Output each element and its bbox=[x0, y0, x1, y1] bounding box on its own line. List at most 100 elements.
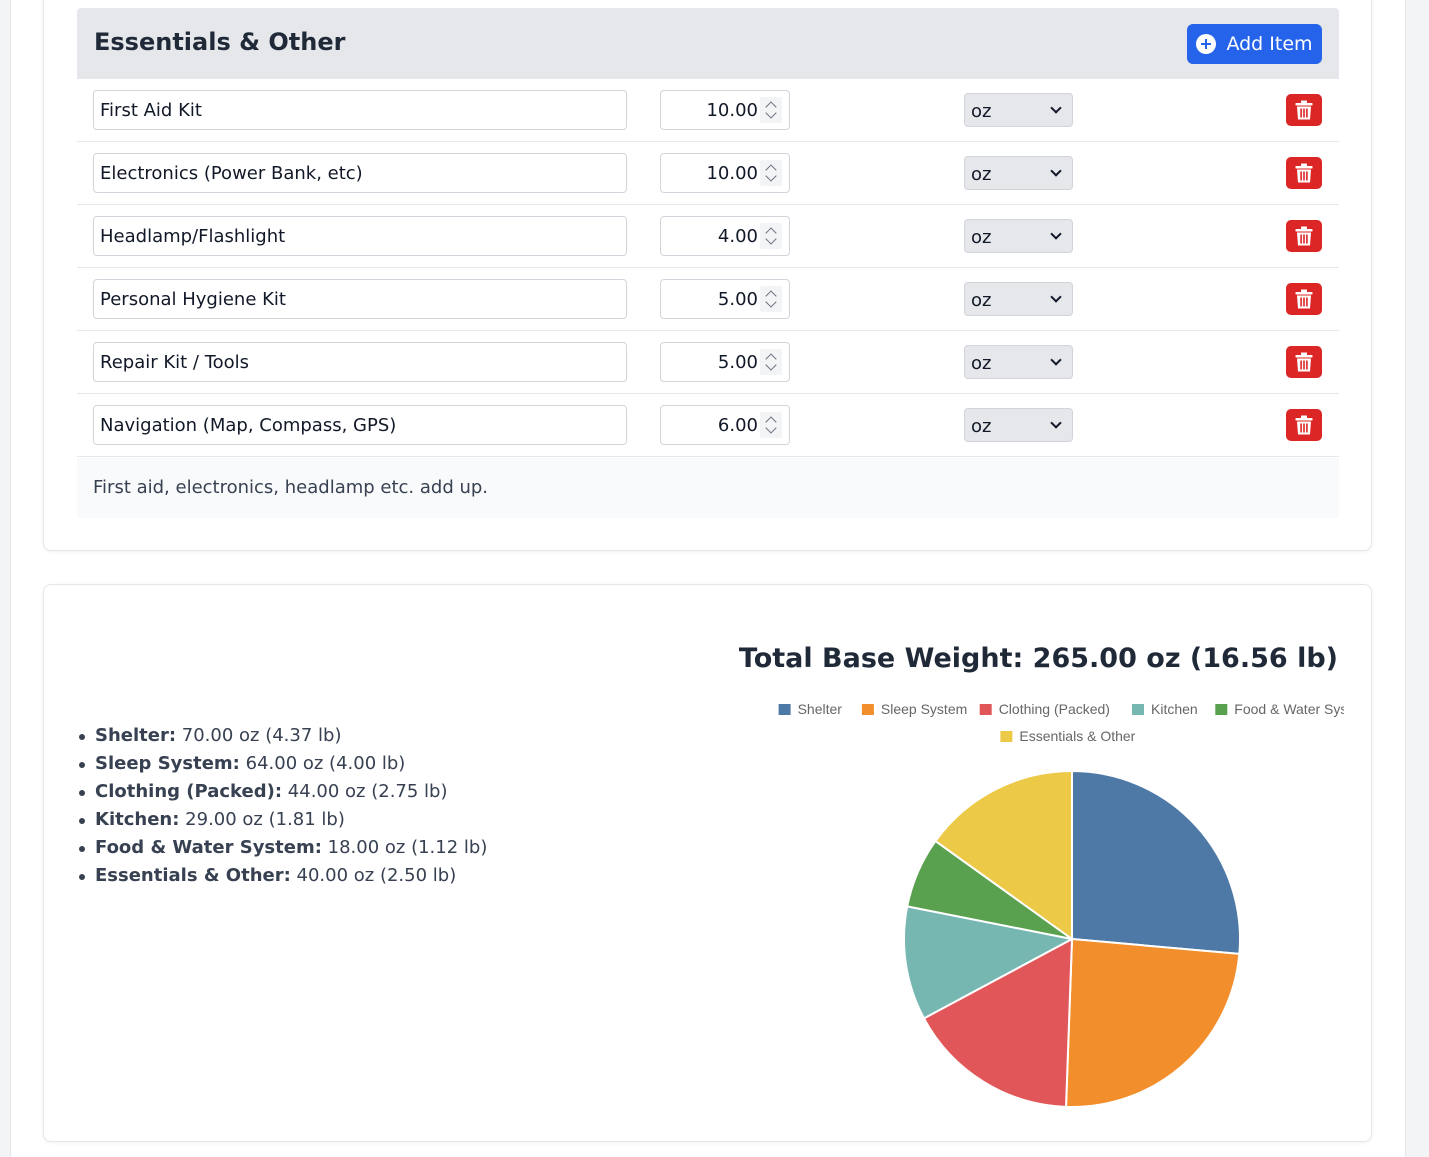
item-unit-select[interactable]: oz bbox=[964, 219, 1073, 253]
delete-item-button[interactable] bbox=[1286, 220, 1322, 252]
summary-item-label: Clothing (Packed): bbox=[95, 781, 283, 802]
summary-item: Essentials & Other: 40.00 oz (2.50 lb) bbox=[78, 864, 487, 892]
item-weight-field bbox=[660, 153, 790, 193]
item-weight-input[interactable] bbox=[661, 217, 760, 255]
legend-item[interactable]: Sleep System bbox=[861, 701, 967, 717]
spinner-arrows-icon[interactable] bbox=[760, 223, 782, 249]
item-unit-select[interactable]: oz bbox=[964, 93, 1073, 127]
item-row: oz bbox=[77, 394, 1339, 457]
category-note-text: First aid, electronics, headlamp etc. ad… bbox=[93, 477, 489, 498]
item-weight-field bbox=[660, 90, 790, 130]
pie-slice[interactable] bbox=[934, 769, 1073, 941]
legend-swatch bbox=[979, 704, 992, 715]
spinner-arrows-icon[interactable] bbox=[760, 286, 782, 312]
item-weight-input[interactable] bbox=[661, 343, 760, 381]
add-item-button[interactable]: Add Item bbox=[1187, 24, 1322, 64]
plus-circle-icon bbox=[1196, 34, 1217, 54]
summary-card: Shelter: 70.00 oz (4.37 lb) Sleep System:… bbox=[43, 584, 1372, 1142]
item-weight-field bbox=[660, 342, 790, 382]
delete-item-button[interactable] bbox=[1286, 346, 1322, 378]
spinner-arrows-icon[interactable] bbox=[760, 97, 782, 123]
item-unit-select[interactable]: oz bbox=[964, 156, 1073, 190]
summary-list: Shelter: 70.00 oz (4.37 lb) Sleep System:… bbox=[78, 724, 487, 892]
item-row: oz bbox=[77, 268, 1339, 331]
item-name-input[interactable] bbox=[93, 405, 627, 445]
chevron-down-icon bbox=[1050, 102, 1062, 114]
item-weight-field bbox=[660, 405, 790, 445]
summary-item-label: Shelter: bbox=[95, 725, 177, 746]
item-unit-select[interactable]: oz bbox=[964, 345, 1073, 379]
item-weight-field bbox=[660, 216, 790, 256]
legend-label: Sleep System bbox=[881, 701, 967, 717]
legend-item[interactable]: Kitchen bbox=[1132, 701, 1198, 717]
legend-label: Clothing (Packed) bbox=[999, 701, 1110, 717]
legend-item[interactable]: Food & Water System bbox=[1215, 701, 1344, 717]
weight-pie-chart: Shelter Sleep System Clothing (Packed) Kitc… bbox=[778, 701, 1344, 1108]
summary-item: Food & Water System: 18.00 oz (1.12 lb) bbox=[78, 836, 487, 864]
trash-icon bbox=[1295, 415, 1313, 435]
chevron-down-icon bbox=[1050, 291, 1062, 303]
item-weight-input[interactable] bbox=[661, 406, 760, 444]
spinner-arrows-icon[interactable] bbox=[760, 349, 782, 375]
summary-item-value: 40.00 oz (2.50 lb) bbox=[290, 865, 457, 886]
trash-icon bbox=[1295, 100, 1313, 120]
item-unit-value: oz bbox=[971, 227, 992, 248]
legend-swatch bbox=[1000, 731, 1013, 742]
legend-item[interactable]: Shelter bbox=[778, 701, 843, 717]
trash-icon bbox=[1295, 226, 1313, 246]
trash-icon bbox=[1295, 352, 1313, 372]
item-row: oz bbox=[77, 142, 1339, 205]
chevron-down-icon bbox=[1050, 417, 1062, 429]
trash-icon bbox=[1295, 163, 1313, 183]
summary-item: Clothing (Packed): 44.00 oz (2.75 lb) bbox=[78, 780, 487, 808]
item-weight-input[interactable] bbox=[661, 91, 760, 129]
legend-swatch bbox=[778, 704, 791, 715]
delete-item-button[interactable] bbox=[1286, 157, 1322, 189]
legend-item[interactable]: Essentials & Other bbox=[1000, 728, 1136, 744]
item-weight-input[interactable] bbox=[661, 280, 760, 318]
item-unit-select[interactable]: oz bbox=[964, 408, 1073, 442]
item-unit-value: oz bbox=[971, 164, 992, 185]
spinner-arrows-icon[interactable] bbox=[760, 412, 782, 438]
item-unit-value: oz bbox=[971, 290, 992, 311]
summary-item-value: 29.00 oz (1.81 lb) bbox=[179, 809, 345, 830]
item-row: oz bbox=[77, 205, 1339, 268]
legend-swatch bbox=[1132, 704, 1144, 715]
item-weight-input[interactable] bbox=[661, 154, 760, 192]
delete-item-button[interactable] bbox=[1286, 409, 1322, 441]
legend-swatch bbox=[861, 704, 874, 715]
delete-item-button[interactable] bbox=[1286, 94, 1322, 126]
summary-item-value: 70.00 oz (4.37 lb) bbox=[176, 725, 342, 746]
legend-label: Kitchen bbox=[1151, 701, 1198, 717]
chevron-down-icon bbox=[1050, 228, 1062, 240]
category-header: Essentials & Other Add Item bbox=[77, 8, 1339, 79]
category-title: Essentials & Other bbox=[94, 28, 346, 56]
summary-item: Shelter: 70.00 oz (4.37 lb) bbox=[78, 724, 487, 752]
spinner-arrows-icon[interactable] bbox=[760, 160, 782, 186]
pie-slice[interactable] bbox=[903, 905, 1075, 1020]
pie-slice[interactable] bbox=[922, 937, 1074, 1108]
item-name-input[interactable] bbox=[93, 342, 627, 382]
legend-item[interactable]: Clothing (Packed) bbox=[979, 701, 1110, 717]
pie-slice[interactable] bbox=[1064, 937, 1241, 1108]
item-name-input[interactable] bbox=[93, 279, 627, 319]
item-name-input[interactable] bbox=[93, 90, 627, 130]
item-unit-select[interactable]: oz bbox=[964, 282, 1073, 316]
summary-item-label: Kitchen: bbox=[95, 809, 180, 830]
item-name-input[interactable] bbox=[93, 216, 627, 256]
item-weight-field bbox=[660, 279, 790, 319]
item-unit-value: oz bbox=[971, 101, 992, 122]
summary-item-value: 44.00 oz (2.75 lb) bbox=[282, 781, 448, 802]
trash-icon bbox=[1295, 289, 1313, 309]
add-item-label: Add Item bbox=[1226, 33, 1313, 55]
pie-slice[interactable] bbox=[1071, 769, 1241, 956]
item-name-input[interactable] bbox=[93, 153, 627, 193]
summary-item: Kitchen: 29.00 oz (1.81 lb) bbox=[78, 808, 487, 836]
legend-swatch bbox=[1215, 704, 1228, 715]
summary-item-value: 64.00 oz (4.00 lb) bbox=[239, 753, 406, 774]
summary-item: Sleep System: 64.00 oz (4.00 lb) bbox=[78, 752, 487, 780]
summary-item-label: Essentials & Other: bbox=[95, 865, 291, 886]
delete-item-button[interactable] bbox=[1286, 283, 1322, 315]
item-row: oz bbox=[77, 331, 1339, 394]
category-card: Essentials & Other Add Item oz bbox=[43, 0, 1372, 551]
